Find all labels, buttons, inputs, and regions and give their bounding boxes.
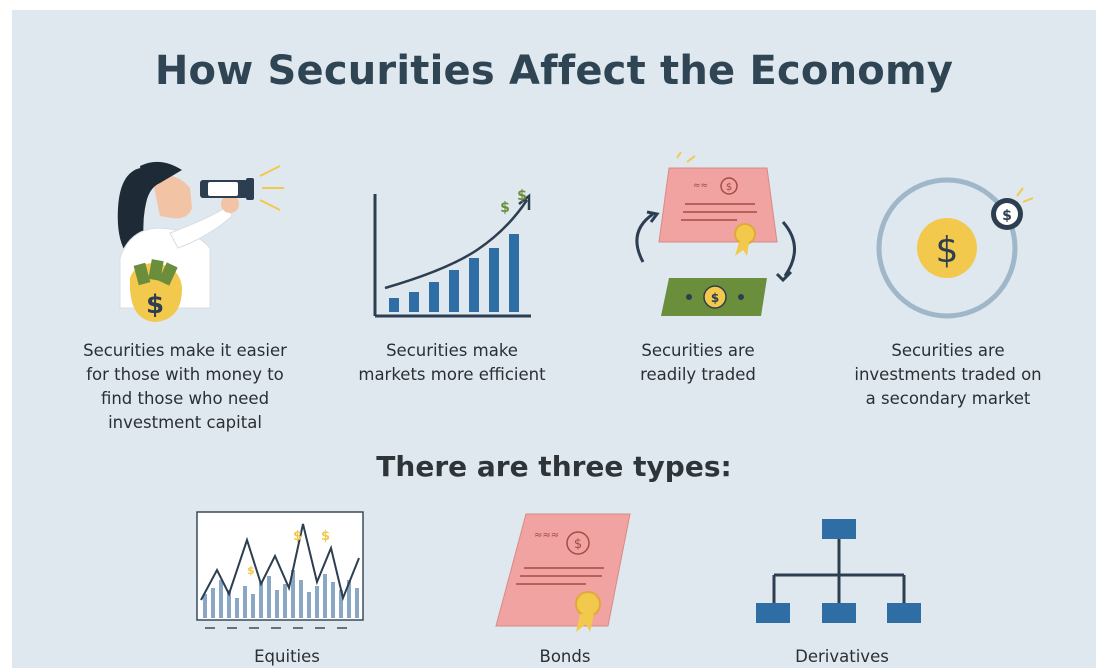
svg-text:$: $ <box>247 564 255 577</box>
svg-text:$: $ <box>726 182 732 193</box>
svg-text:≈≈≈: ≈≈≈ <box>534 530 559 541</box>
coin-orbit-icon: $ $ <box>876 177 1034 319</box>
hierarchy-icon <box>756 519 921 623</box>
type-label-bonds: Bonds <box>539 647 591 666</box>
svg-text:$: $ <box>517 188 527 204</box>
feature-caption-1: Securities make it easier for those with… <box>83 341 287 432</box>
types-heading: There are three types: <box>376 450 732 483</box>
svg-text:$: $ <box>293 529 302 544</box>
svg-text:$: $ <box>500 200 510 216</box>
svg-text:$: $ <box>1002 208 1012 224</box>
svg-text:≈≈: ≈≈ <box>693 181 708 191</box>
certificate-exchange-icon: ≈≈ $ $ <box>635 152 796 316</box>
infographic-panel: How Securities Affect the Economy $ Secu… <box>12 10 1096 668</box>
stock-chart-icon: $ $ $ <box>196 511 364 629</box>
feature-caption-3: Securities are readily traded <box>640 341 756 384</box>
type-label-equities: Equities <box>254 647 320 666</box>
growth-bar-chart-icon: $ $ $ <box>373 188 531 318</box>
svg-text:$: $ <box>936 230 959 271</box>
page-title: How Securities Affect the Economy <box>154 48 954 94</box>
svg-text:$: $ <box>146 290 164 320</box>
feature-caption-4: Securities are investments traded on a s… <box>854 341 1042 408</box>
bond-certificate-icon: ≈≈≈ $ <box>495 513 631 632</box>
svg-text:$: $ <box>321 529 330 544</box>
type-label-derivatives: Derivatives <box>795 647 889 666</box>
svg-text:$: $ <box>574 537 582 552</box>
svg-text:$: $ <box>711 291 719 305</box>
binoculars-woman-icon: $ <box>117 161 284 322</box>
feature-caption-2: Securities make markets more efficient <box>358 341 546 384</box>
